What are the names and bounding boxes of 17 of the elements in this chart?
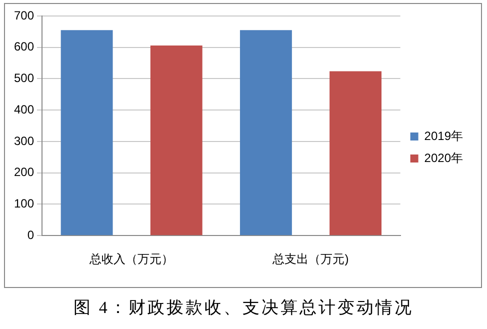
y-tick-label: 100 <box>14 196 34 211</box>
bar <box>150 45 202 236</box>
bar <box>240 30 292 236</box>
bar <box>60 30 113 236</box>
y-tick-label: 200 <box>14 165 34 180</box>
y-tick-label: 600 <box>14 40 34 54</box>
x-tick-label: 总支出（万元) <box>272 252 349 266</box>
y-tick-label: 300 <box>14 134 34 148</box>
y-tick-label: 400 <box>14 102 34 116</box>
legend-label: 2020年 <box>424 150 464 165</box>
y-tick-label: 500 <box>14 71 34 86</box>
text: 图 4：财政拨款收、支决算总计变动情况 <box>72 297 414 319</box>
y-tick-label: 0 <box>27 228 34 242</box>
x-tick-label: 总收入（万元） <box>88 252 174 266</box>
y-tick-label: 700 <box>14 8 34 22</box>
bar <box>330 71 382 236</box>
legend-label: 2019年 <box>424 128 464 143</box>
